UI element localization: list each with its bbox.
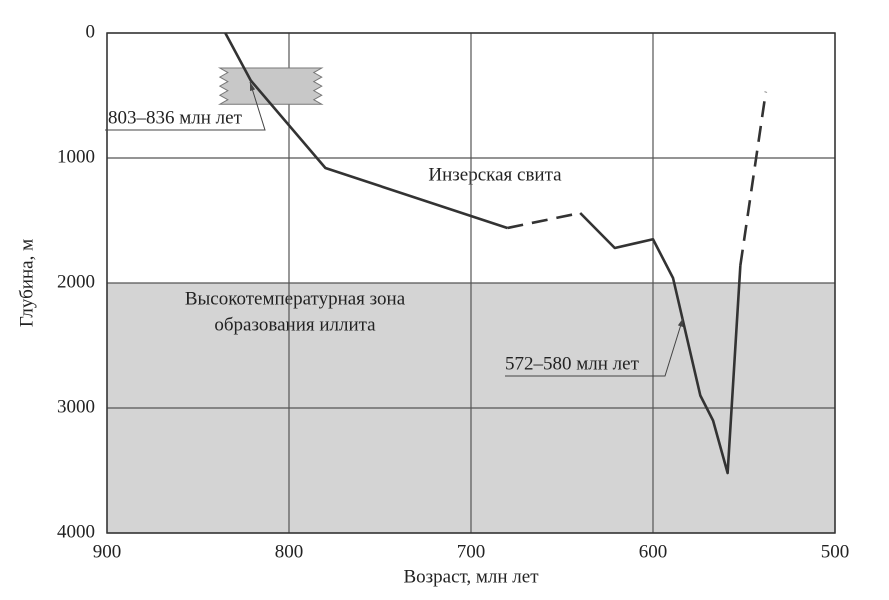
zone-label: Высокотемпературная зона [185,288,406,309]
line [507,211,581,230]
arrowhead [677,318,683,327]
x-tick-label: 500 [821,541,850,562]
x-tick-label: 900 [93,541,122,562]
annotation: 803–836 млн лет [108,107,243,128]
x-tick-label: 800 [275,541,304,562]
leader [505,317,684,377]
x-tick-label: 700 [457,541,486,562]
x-axis-label: Возраст, млн лет [403,566,539,587]
line [739,91,768,266]
y-tick-label: 1000 [57,146,95,167]
zone-label: образования иллита [214,314,376,335]
leader [105,81,266,131]
y-tick-label: 4000 [57,521,95,542]
y-axis-label: Глубина, м [16,239,37,327]
line [579,212,742,475]
plot-frame [106,32,836,534]
x-tick-label: 600 [639,541,668,562]
line [224,32,508,230]
arrowhead [250,82,256,91]
annotation: 572–580 млн лет [505,353,640,374]
age-range-box [217,67,324,105]
annotation: Инзерская свита [428,164,562,185]
y-tick-label: 2000 [57,271,95,292]
y-tick-label: 0 [86,21,96,42]
y-tick-label: 3000 [57,396,95,417]
